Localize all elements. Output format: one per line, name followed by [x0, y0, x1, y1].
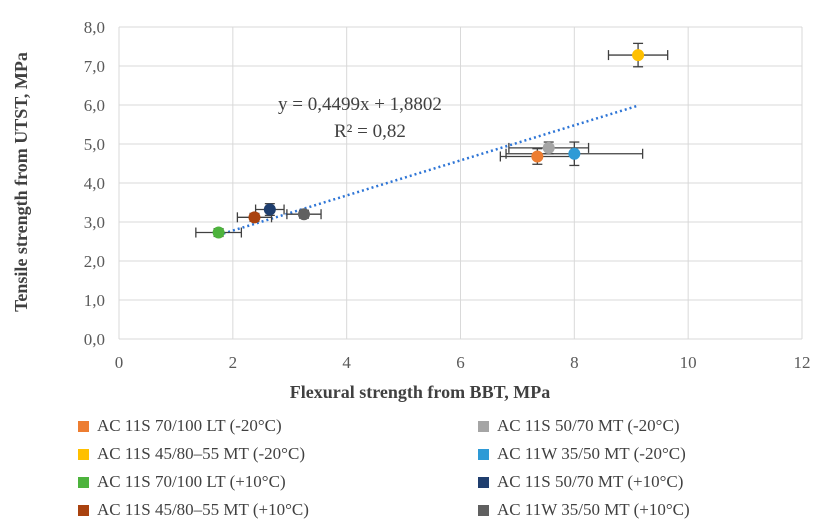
trendline-equation: y = 0,4499x + 1,8802	[278, 94, 442, 115]
data-point	[297, 208, 310, 221]
legend-label: AC 11W 35/50 MT (+10°C)	[497, 500, 690, 519]
trendline	[218, 104, 639, 237]
y-tick-label: 6,0	[84, 96, 105, 115]
y-tick-label: 8,0	[84, 18, 105, 37]
grid-lines	[118, 26, 803, 340]
y-tick-label: 7,0	[84, 57, 105, 76]
legend-marker	[78, 420, 89, 432]
legend-label: AC 11W 35/50 MT (-20°C)	[497, 444, 686, 463]
scatter-chart: 0,0 1,0 2,0 3,0 4,0 5,0 6,0 7,0 8,0 0 2 4 6 8 10 12 y …	[11, 18, 811, 402]
legend-marker	[78, 448, 89, 460]
data-point	[531, 150, 544, 163]
y-tick-label: 4,0	[84, 174, 105, 193]
data-point	[212, 226, 225, 239]
legend-marker	[478, 504, 489, 516]
x-tick-label: 8	[570, 353, 579, 372]
y-axis-title: Tensile strength from UTST, MPa	[11, 52, 31, 312]
legend-marker	[478, 420, 489, 432]
x-tick-label: 6	[456, 353, 465, 372]
data-point	[248, 211, 261, 224]
legend-item: AC 11S 50/70 MT (-20°C)	[478, 416, 679, 436]
data-point	[568, 147, 581, 160]
legend-marker	[78, 504, 89, 516]
y-tick-label: 3,0	[84, 213, 105, 232]
legend-item: AC 11S 50/70 MT (+10°C)	[478, 472, 683, 492]
legend-label: AC 11S 70/100 LT (+10°C)	[97, 472, 286, 491]
y-tick-label: 5,0	[84, 135, 105, 154]
x-tick-label: 12	[794, 353, 811, 372]
x-tick-label: 2	[229, 353, 238, 372]
legend-label: AC 11S 50/70 MT (-20°C)	[497, 416, 680, 435]
legend-label: AC 11S 45/80–55 MT (+10°C)	[97, 500, 309, 519]
trendline-r2: R² = 0,82	[334, 121, 406, 142]
data-point	[263, 203, 276, 216]
legend-label: AC 11S 45/80–55 MT (-20°C)	[97, 444, 305, 463]
x-tick-label: 0	[115, 353, 124, 372]
legend-label: AC 11S 50/70 MT (+10°C)	[497, 472, 684, 491]
legend-item: AC 11W 35/50 MT (-20°C)	[478, 444, 686, 464]
x-tick-labels: 0 2 4 6 8 10 12	[115, 353, 811, 372]
legend-item: AC 11W 35/50 MT (+10°C)	[478, 500, 690, 520]
legend-item: AC 11S 45/80–55 MT (-20°C)	[78, 444, 305, 464]
legend-marker	[478, 476, 489, 488]
y-tick-label: 2,0	[84, 252, 105, 271]
legend-marker	[78, 476, 89, 488]
legend-item: AC 11S 45/80–55 MT (+10°C)	[78, 500, 309, 520]
x-tick-label: 4	[342, 353, 351, 372]
y-tick-label: 0,0	[84, 330, 105, 349]
x-tick-label: 10	[680, 353, 697, 372]
legend-item: AC 11S 70/100 LT (-20°C)	[78, 416, 282, 436]
legend-marker	[478, 448, 489, 460]
y-tick-label: 1,0	[84, 291, 105, 310]
x-axis-title: Flexural strength from BBT, MPa	[290, 382, 550, 402]
data-points	[212, 49, 645, 239]
legend-item: AC 11S 70/100 LT (+10°C)	[78, 472, 286, 492]
data-point	[632, 49, 645, 62]
data-point	[542, 141, 555, 154]
y-tick-labels: 0,0 1,0 2,0 3,0 4,0 5,0 6,0 7,0 8,0	[84, 18, 105, 349]
legend-label: AC 11S 70/100 LT (-20°C)	[97, 416, 282, 435]
